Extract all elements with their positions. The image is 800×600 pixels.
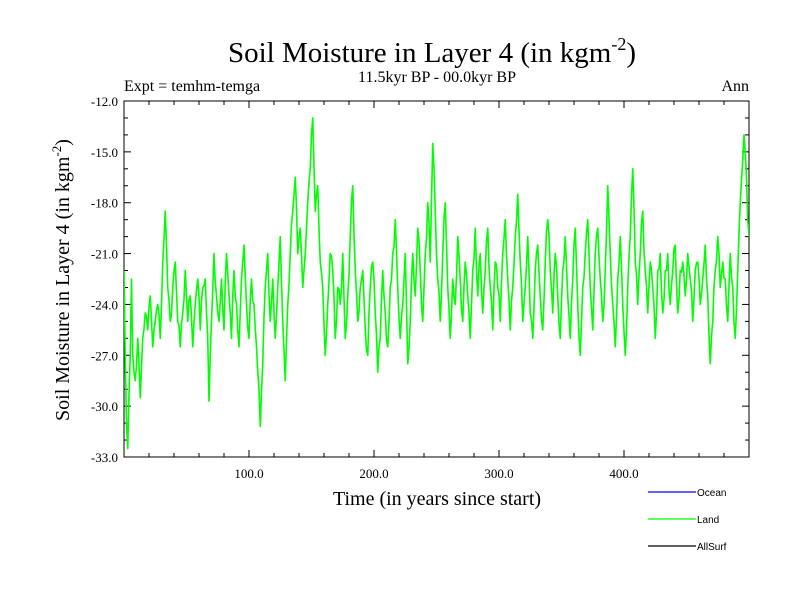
x-tick-label: 200.0 xyxy=(359,466,388,481)
y-tick-label: -27.0 xyxy=(91,348,118,363)
y-tick-label: -21.0 xyxy=(91,247,118,262)
legend-label-ocean: Ocean xyxy=(697,488,726,499)
y-tick-label: -18.0 xyxy=(91,196,118,211)
y-tick-label: -24.0 xyxy=(91,297,118,312)
season-label: Ann xyxy=(721,78,749,95)
x-tick-label: 100.0 xyxy=(234,466,263,481)
x-axis-label: Time (in years since start) xyxy=(333,488,541,510)
experiment-label: Expt = temhm-temga xyxy=(124,78,260,95)
chart-title: Soil Moisture in Layer 4 (in kgm-2) xyxy=(228,34,636,69)
land-series-line xyxy=(124,117,749,450)
y-axis-label: Soil Moisture in Layer 4 (in kgm-2) xyxy=(49,139,74,421)
chart-title-close: ) xyxy=(626,37,636,69)
chart-title-superscript: -2 xyxy=(611,34,626,54)
x-tick-label: 400.0 xyxy=(609,466,638,481)
period-label: 11.5kyr BP - 00.0kyr BP xyxy=(358,69,516,86)
y-tick-label: -12.0 xyxy=(91,94,118,109)
x-tick-label: 300.0 xyxy=(484,466,513,481)
legend: Ocean Land AllSurf xyxy=(648,488,727,553)
y-tick-label: -33.0 xyxy=(91,450,118,465)
y-axis-tick-labels: -33.0 -30.0 -27.0 -24.0 -21.0 -18.0 -15.0 -12.0 xyxy=(91,94,118,465)
y-axis-label-close: ) xyxy=(52,139,74,146)
y-axis-label-superscript: -2 xyxy=(49,146,64,157)
x-axis-tick-labels: 100.0 200.0 300.0 400.0 xyxy=(234,466,638,481)
legend-label-land: Land xyxy=(697,515,719,526)
y-tick-label: -30.0 xyxy=(91,399,118,414)
x-axis-ticks xyxy=(148,101,725,457)
y-axis-ticks xyxy=(124,100,749,458)
y-tick-label: -15.0 xyxy=(91,145,118,160)
legend-label-allsurf: AllSurf xyxy=(697,542,727,553)
plot-frame xyxy=(123,100,750,458)
